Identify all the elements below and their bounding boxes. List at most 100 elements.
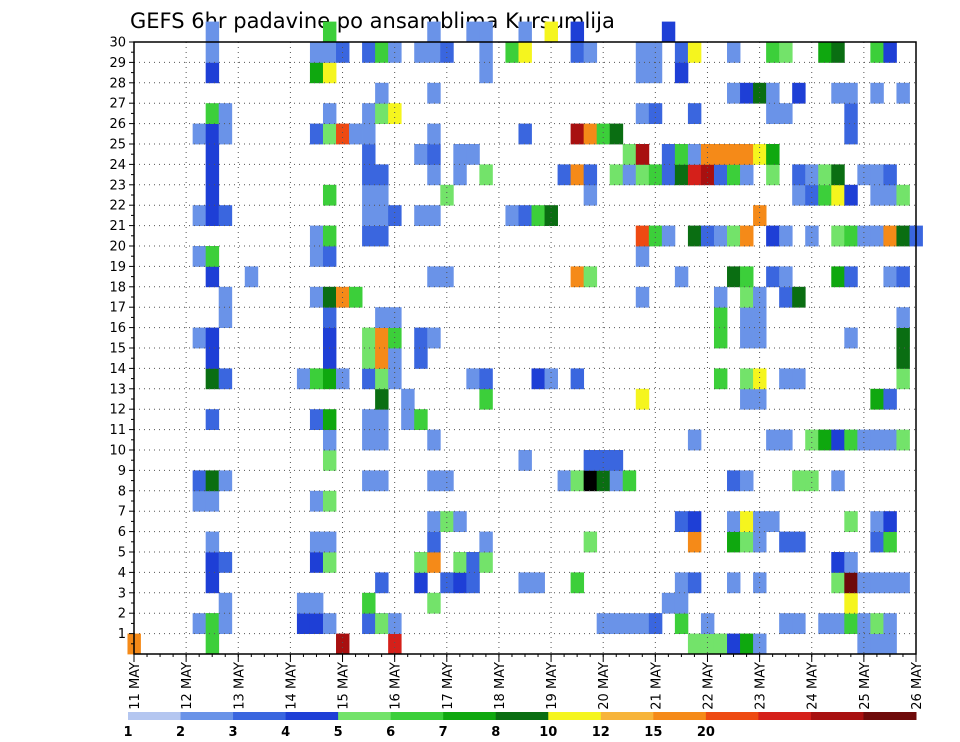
heatmap-cell [336, 368, 350, 390]
heatmap-cell [609, 470, 624, 492]
heatmap-cell [205, 552, 220, 573]
y-tick-label: 27 [109, 97, 126, 112]
heatmap-cell [779, 429, 793, 451]
heatmap-cell [375, 307, 389, 328]
heatmap-cell [674, 592, 689, 614]
heatmap-cell [362, 205, 376, 226]
heatmap-cell [700, 225, 715, 247]
heatmap-cell [362, 327, 376, 349]
heatmap-cell [648, 613, 663, 634]
heatmap-cell [205, 409, 220, 430]
heatmap-cell [766, 144, 780, 165]
heatmap-cell [205, 21, 220, 43]
heatmap-cell [896, 225, 910, 247]
legend-swatch [653, 712, 707, 720]
heatmap-cell [375, 348, 389, 369]
y-tick-label: 26 [109, 117, 126, 132]
x-tick-label: 16 MAY [389, 662, 404, 710]
heatmap-cell [192, 490, 207, 512]
heatmap-cell [205, 613, 220, 634]
heatmap-cell [844, 82, 858, 104]
heatmap-cell [427, 42, 441, 63]
heatmap-cell [622, 164, 637, 186]
heatmap-cell [753, 388, 767, 410]
heatmap-cell [427, 123, 441, 145]
y-tick-label: 5 [118, 546, 126, 561]
heatmap-cell [479, 368, 493, 390]
heatmap-cell [205, 633, 220, 655]
heatmap-cell [375, 103, 389, 124]
heatmap-cell [375, 327, 389, 349]
heatmap-cell [753, 511, 767, 532]
y-tick-label: 16 [109, 321, 126, 336]
heatmap-cell [883, 511, 897, 532]
heatmap-cell [218, 205, 233, 226]
heatmap-cell [440, 184, 454, 206]
heatmap-cell [296, 613, 311, 634]
heatmap-cell [309, 531, 324, 553]
heatmap-cell [687, 42, 702, 63]
heatmap-cell [205, 531, 220, 553]
heatmap-cell [740, 225, 754, 247]
heatmap-cell [322, 21, 337, 43]
heatmap-cell [883, 531, 897, 553]
heatmap-cell [583, 470, 598, 492]
heatmap-cell [713, 633, 728, 655]
legend-swatch [338, 712, 392, 720]
y-tick-label: 15 [109, 342, 126, 357]
heatmap-cell [844, 572, 858, 594]
legend-label: 2 [176, 725, 185, 740]
heatmap-cell [844, 327, 858, 349]
heatmap-cell [818, 164, 832, 186]
heatmap-cell [322, 429, 337, 451]
heatmap-cell [883, 164, 897, 186]
x-tick-label: 23 MAY [754, 662, 769, 710]
heatmap-cell [388, 633, 402, 655]
heatmap-cell [570, 164, 585, 186]
heatmap-cell [192, 470, 207, 492]
y-tick-label: 8 [118, 484, 126, 499]
heatmap-cell [453, 164, 467, 186]
heatmap-cell [322, 42, 337, 63]
heatmap-cell [831, 613, 845, 634]
heatmap-cell [596, 470, 611, 492]
y-tick-label: 24 [109, 158, 126, 173]
heatmap-cell [362, 123, 376, 145]
heatmap-cell [896, 82, 910, 104]
heatmap-cell [531, 205, 545, 226]
y-tick-label: 30 [109, 36, 126, 51]
heatmap-cell [844, 184, 858, 206]
x-tick-label: 21 MAY [649, 662, 664, 710]
heatmap-cell [192, 123, 207, 145]
legend-swatch [705, 712, 759, 720]
heatmap-cell [896, 572, 910, 594]
heatmap-cell [583, 164, 598, 186]
y-tick-label: 2 [118, 607, 126, 622]
heatmap-cell [753, 82, 767, 104]
heatmap-cell [831, 82, 845, 104]
x-tick-label: 18 MAY [493, 662, 508, 710]
heatmap-cell [635, 286, 650, 308]
heatmap-cell [427, 429, 441, 451]
heatmap-cell [427, 266, 441, 288]
heatmap-cell [700, 633, 715, 655]
heatmap-cell [883, 633, 897, 655]
heatmap-cell [896, 184, 910, 206]
x-tick-label: 13 MAY [232, 662, 247, 710]
heatmap-cell [870, 388, 884, 410]
heatmap-cell [427, 21, 441, 43]
heatmap-cell [883, 613, 897, 634]
heatmap-cell [309, 368, 324, 390]
heatmap-cell [596, 123, 611, 145]
heatmap-cell [322, 327, 337, 349]
heatmap-cell [870, 613, 884, 634]
heatmap-cell [309, 246, 324, 267]
x-axis: 11 MAY 12 MAY 13 MAY 14 MAY 15 MAY 16 MAY 17 M… [128, 654, 925, 710]
heatmap-cell [727, 144, 741, 165]
x-tick-label: 26 MAY [910, 662, 925, 710]
heatmap-cell [870, 429, 884, 451]
heatmap-cell [596, 613, 611, 634]
heatmap-cell [635, 144, 650, 165]
heatmap-cell [309, 409, 324, 430]
